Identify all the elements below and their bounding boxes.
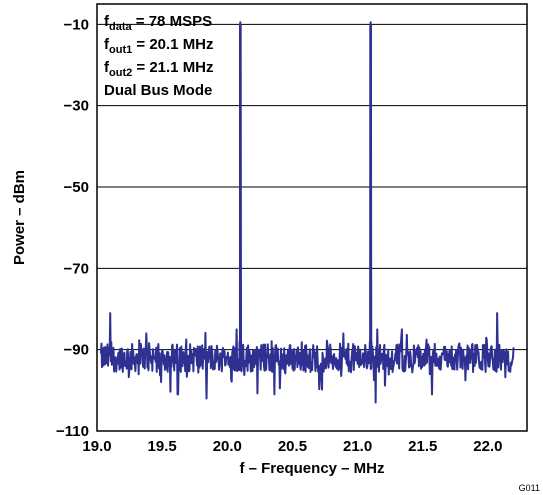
y-tick-label: −90 (64, 342, 89, 359)
y-tick-labels: −10 −30 −50 −70 −90 −110 (56, 16, 89, 440)
spectrum-trace (99, 21, 515, 404)
y-axis-title: Power – dBm (11, 170, 28, 265)
x-tick-label: 22.0 (473, 438, 502, 455)
series-layer (99, 21, 515, 404)
annotation-block: fdata = 78 MSPS fout1 = 20.1 MHz fout2 = 2… (104, 13, 214, 99)
x-axis-title: f – Frequency – MHz (239, 460, 384, 477)
x-tick-label: 21.0 (343, 438, 372, 455)
x-tick-label: 21.5 (408, 438, 437, 455)
y-tick-label: −50 (64, 179, 89, 196)
annotation-line: fout2 = 21.1 MHz (104, 59, 214, 79)
figure-id: G011 (519, 483, 540, 493)
x-tick-label: 19.0 (82, 438, 111, 455)
annotation-line: Dual Bus Mode (104, 82, 212, 99)
x-tick-labels: 19.0 19.5 20.0 20.5 21.0 21.5 22.0 (82, 438, 502, 455)
x-tick-label: 20.0 (213, 438, 242, 455)
y-tick-label: −10 (64, 16, 89, 33)
y-tick-label: −70 (64, 260, 89, 277)
annotation-line: fout1 = 20.1 MHz (104, 36, 214, 56)
y-tick-label: −30 (64, 98, 89, 115)
y-tick-label: −110 (56, 423, 89, 440)
annotation-line: fdata = 78 MSPS (104, 13, 212, 33)
plot-frame (96, 3, 528, 432)
x-tick-label: 19.5 (148, 438, 177, 455)
x-tick-label: 20.5 (278, 438, 307, 455)
